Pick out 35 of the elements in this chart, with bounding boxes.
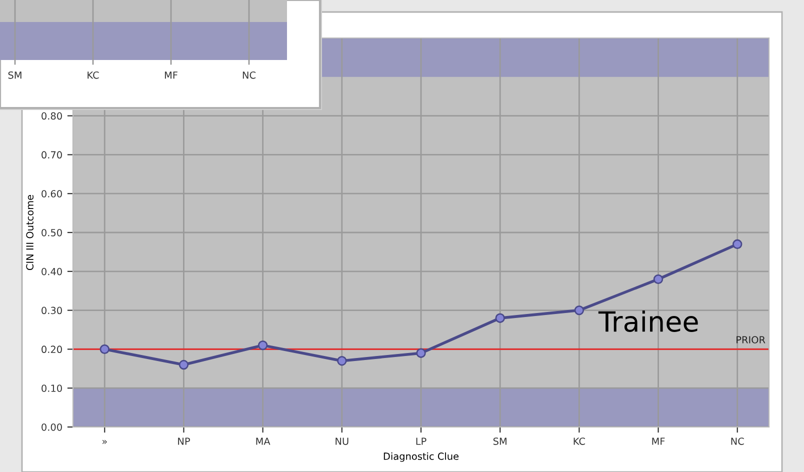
x-tick-label: KC — [574, 438, 585, 445]
x-tick-label: SM — [493, 438, 506, 445]
annotation: Trainee — [598, 310, 698, 332]
x-tick-label: » — [102, 440, 107, 444]
point — [416, 348, 426, 358]
point — [495, 313, 505, 323]
y-tick-label: 0.80 — [42, 112, 62, 120]
y-tick-label: 0.30 — [42, 306, 62, 314]
category-label: NC — [242, 71, 256, 79]
point — [574, 305, 584, 316]
point — [653, 274, 664, 284]
y-tick-label: 0.60 — [42, 190, 62, 198]
y-tick-label: 0.70 — [42, 151, 62, 159]
x-tick-label: MA — [256, 438, 270, 445]
point — [258, 340, 268, 350]
point — [100, 344, 110, 354]
y-tick-label: 0.20 — [42, 346, 62, 354]
y-tick-label: 0.50 — [42, 228, 62, 236]
point — [732, 239, 742, 250]
point — [337, 356, 347, 366]
point — [178, 360, 189, 370]
y-tick-label: 0.00 — [42, 423, 62, 431]
ref-line-label: PRIOR — [736, 336, 766, 344]
x-tick-label: MF — [652, 438, 665, 445]
category-label: MF — [164, 72, 178, 79]
y-tick-label: 0.10 — [42, 384, 62, 392]
y-axis-title: CIN III Outcome — [26, 194, 34, 270]
x-tick-label: NC — [731, 438, 744, 445]
x-tick-label: NP — [178, 438, 190, 445]
x-axis-title: Diagnostic Clue — [384, 452, 459, 462]
category-label: KC — [88, 71, 99, 79]
category-label: SM — [8, 71, 22, 79]
x-tick-label: NU — [336, 438, 348, 445]
y-tick-label: 0.40 — [42, 268, 62, 276]
x-tick-label: LP — [416, 438, 426, 445]
